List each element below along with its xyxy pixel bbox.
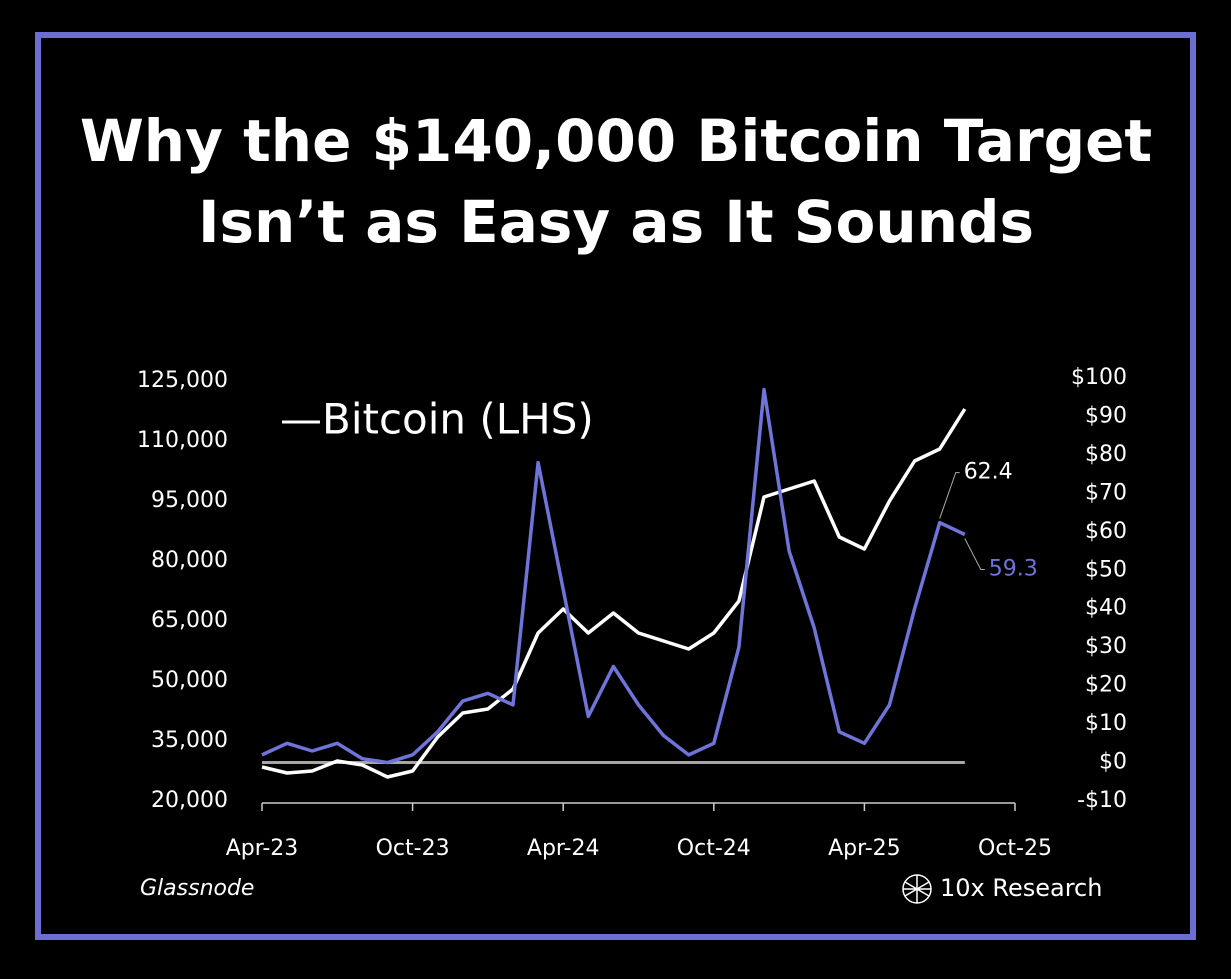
y2-tick-label: $0: [1099, 750, 1127, 775]
y2-tick-label: $20: [1085, 673, 1127, 698]
y2-tick-label: $60: [1085, 519, 1127, 544]
y2-tick-label: $10: [1085, 711, 1127, 736]
series-line: [261, 408, 967, 779]
x-tick-label: Apr-23: [226, 836, 299, 861]
x-tick-label: Oct-24: [677, 836, 751, 861]
x-tick-label: Apr-24: [527, 836, 600, 861]
chart-title: Why the $140,000 Bitcoin Target: [80, 107, 1152, 175]
chart-subtitle: Isn’t as Easy as It Sounds: [198, 188, 1034, 256]
x-tick-label: Oct-23: [376, 836, 450, 861]
y-tick-label: 20,000: [151, 788, 228, 813]
y-tick-label: 110,000: [137, 428, 228, 453]
annotation-leader: [964, 538, 985, 571]
y-tick-label: 95,000: [151, 488, 228, 513]
y-tick-label: 35,000: [151, 728, 228, 753]
y2-tick-label: $90: [1085, 403, 1127, 428]
y2-tick-label: $100: [1071, 365, 1127, 390]
x-tick-label: Oct-25: [978, 836, 1052, 861]
series-line: [261, 387, 966, 765]
annotation: 59.3: [989, 557, 1038, 582]
y-tick-label: 80,000: [151, 548, 228, 573]
x-tick-label: Apr-25: [828, 836, 901, 861]
brand: 10x Research: [940, 874, 1102, 902]
source: Glassnode: [140, 876, 254, 901]
y2-tick-label: $80: [1085, 442, 1127, 467]
y2-tick-label: $40: [1085, 596, 1127, 621]
y2-tick-label: -$10: [1077, 788, 1127, 813]
legend: —Bitcoin (LHS): [280, 395, 594, 444]
brand-logo: [902, 874, 932, 904]
annotation-leader: [939, 472, 960, 519]
frame: [35, 32, 1196, 940]
annotation: 62.4: [964, 460, 1013, 485]
y-tick-label: 125,000: [137, 368, 228, 393]
y-tick-label: 50,000: [151, 668, 228, 693]
y-tick-label: 65,000: [151, 608, 228, 633]
y2-tick-label: $30: [1085, 634, 1127, 659]
y2-tick-label: $70: [1085, 480, 1127, 505]
y2-tick-label: $50: [1085, 557, 1127, 582]
